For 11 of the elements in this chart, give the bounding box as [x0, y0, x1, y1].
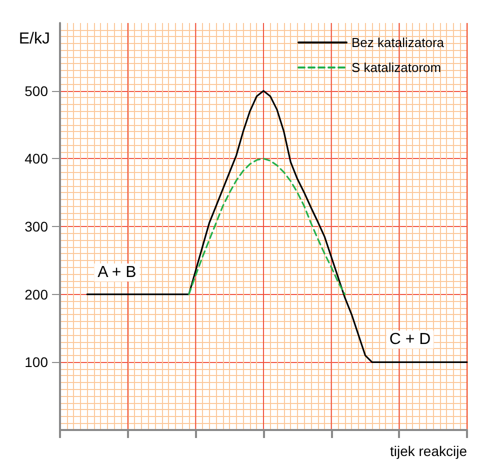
y-tick-label: 100 — [24, 354, 48, 370]
y-tick-label: 200 — [24, 286, 48, 302]
annotation: C + D — [389, 331, 431, 348]
line-series — [86, 90, 468, 363]
y-axis-title: E/kJ — [18, 30, 50, 48]
line-series — [188, 158, 346, 296]
y-tick-label: 300 — [24, 218, 48, 234]
x-axis-title: tijek reakcije — [390, 443, 468, 459]
y-tick-label: 400 — [24, 150, 48, 167]
y-tick-label: 500 — [24, 82, 48, 99]
annotation: A + B — [98, 264, 136, 281]
